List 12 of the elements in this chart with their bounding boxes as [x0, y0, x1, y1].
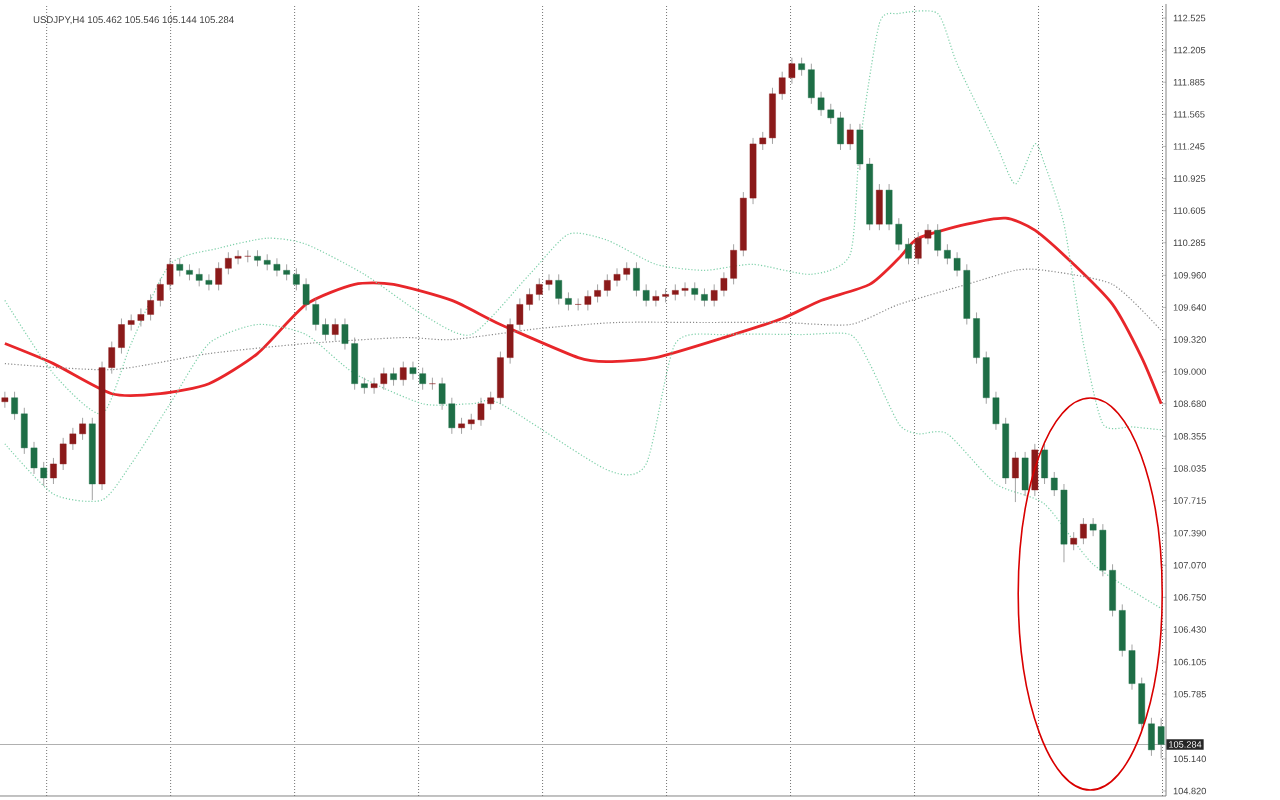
candlestick: [1021, 451, 1029, 497]
candlestick: [390, 367, 397, 387]
candlestick: [399, 361, 407, 387]
candlestick: [1012, 451, 1019, 503]
candlestick: [846, 123, 854, 151]
candlestick: [331, 318, 339, 341]
candlestick: [1, 391, 9, 409]
line-series: [4, 323, 1162, 610]
candlestick: [876, 183, 883, 231]
line-series: [3, 216, 1163, 406]
candlestick: [429, 377, 436, 391]
line-series: [4, 10, 1162, 431]
